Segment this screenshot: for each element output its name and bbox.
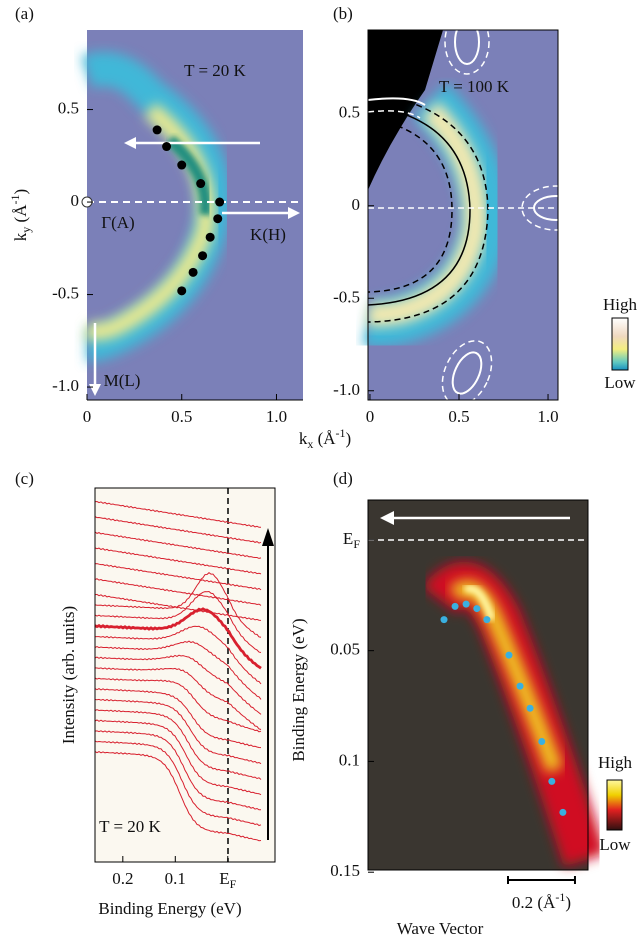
panel-label: (c) (15, 469, 34, 488)
data-point (153, 125, 162, 134)
figure: (a) 0 0.5 1.0 -1.0 -0.5 0 0.5 T = 20 K Γ(A) K(H) M(… (0, 0, 642, 941)
annotation: T = 100 K (439, 77, 510, 96)
data-point (527, 705, 534, 712)
data-point (463, 601, 470, 608)
annotation: M(L) (104, 371, 141, 390)
x-tick-label: 0.1 (165, 869, 186, 888)
panel-label: (a) (15, 4, 34, 23)
y-tick-label: 0.5 (339, 102, 360, 121)
data-point (215, 198, 224, 207)
y-tick-label: 0.5 (58, 98, 79, 117)
data-point (213, 214, 222, 223)
colorbar-label: Low (604, 373, 636, 392)
annotation: T = 20 K (99, 817, 161, 836)
x-tick-label: 0.5 (171, 407, 192, 426)
data-point (198, 251, 207, 260)
panel-c-image (95, 488, 275, 862)
data-point (452, 603, 459, 610)
x-axis-label: Wave Vector (397, 919, 484, 938)
x-tick-label: EF​ (219, 869, 236, 891)
data-point (189, 268, 198, 277)
panel-label: (d) (333, 469, 353, 488)
data-point (196, 179, 205, 188)
y-tick-label: 0.1 (339, 750, 360, 769)
y-tick-label: -1.0 (333, 380, 360, 399)
y-axis-label: Intensity (arb. units) (59, 606, 78, 744)
y-tick-label: 0.15 (330, 861, 360, 880)
y-tick-label: -1.0 (52, 376, 79, 395)
annotation: Γ(A) (101, 213, 134, 232)
colorbar-label: Low (599, 835, 631, 854)
y-tick-label: EF​ (343, 529, 360, 551)
x-axis-label: Binding Energy (eV) (98, 899, 241, 918)
y-axis-label: Binding Energy (eV) (289, 618, 308, 761)
y-tick-label: -0.5 (333, 287, 360, 306)
data-point (517, 683, 524, 690)
data-point (162, 142, 171, 151)
data-point (559, 809, 566, 816)
data-point (177, 161, 186, 170)
annotation: K(H) (250, 225, 286, 244)
y-axis-label: ky​ (Å-1​) (8, 189, 33, 241)
x-tick-label: 0.2 (112, 869, 133, 888)
data-point (505, 652, 512, 659)
data-point (177, 286, 186, 295)
data-point (206, 233, 215, 242)
panel-label: (b) (333, 4, 353, 23)
data-point (441, 616, 448, 623)
panel-b-image (368, 10, 628, 413)
data-point (483, 616, 490, 623)
annotation: T = 20 K (184, 61, 246, 80)
colorbar-label: High (603, 295, 638, 314)
x-tick-label: 0 (366, 407, 375, 426)
y-tick-label: 0 (71, 191, 80, 210)
colorbar-label: High (598, 753, 633, 772)
x-axis-label: kx​ (Å-1​) (299, 426, 351, 451)
y-tick-label: 0 (352, 195, 361, 214)
panel-d-image (368, 500, 622, 870)
scale-bar-label: 0.2 (Å-1​) (512, 890, 571, 912)
x-tick-label: 0.5 (448, 407, 469, 426)
x-tick-label: 1.0 (266, 407, 287, 426)
scale-bar (508, 876, 575, 884)
data-point (548, 778, 555, 785)
x-tick-label: 0 (83, 407, 92, 426)
x-tick-label: 1.0 (537, 407, 558, 426)
y-tick-label: -0.5 (52, 283, 79, 302)
data-point (473, 605, 480, 612)
y-tick-label: 0.05 (330, 640, 360, 659)
data-point (538, 738, 545, 745)
